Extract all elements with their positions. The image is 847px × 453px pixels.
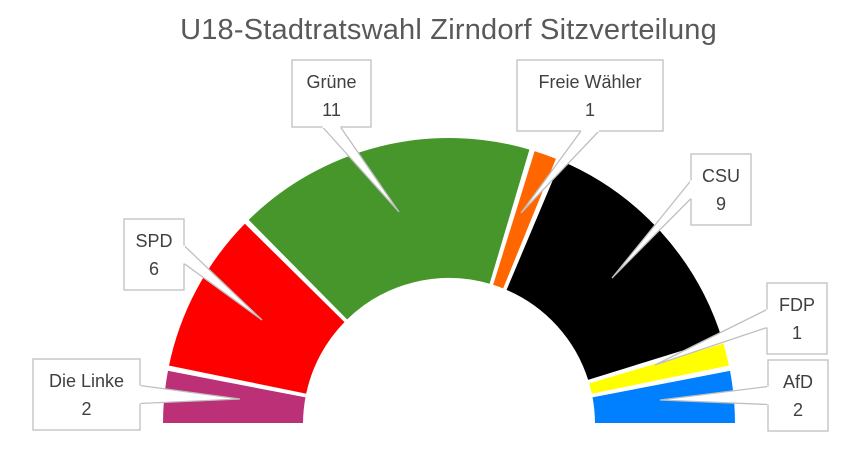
callout-freie-waehler: Freie Wähler 1 xyxy=(516,59,664,132)
callout-name: FDP xyxy=(779,295,815,315)
slice-fdp xyxy=(586,341,732,397)
chart-title: U18-Stadtratswahl Zirndorf Sitzverteilun… xyxy=(180,14,717,46)
callout-name: Grüne xyxy=(306,72,356,92)
leader-lines-group xyxy=(139,126,769,406)
callout-name: SPD xyxy=(135,231,172,251)
callout-value: 2 xyxy=(81,399,91,419)
callout-value: 1 xyxy=(792,323,802,343)
callout-die-linke: Die Linke 2 xyxy=(32,358,141,431)
callout-box xyxy=(516,59,664,132)
callout-box xyxy=(291,59,372,128)
callout-value: 9 xyxy=(716,194,726,214)
slices-group xyxy=(160,136,738,425)
callout-afd: AfD 2 xyxy=(767,359,829,432)
callout-gruene: Grüne 11 xyxy=(291,59,372,128)
callout-name: Freie Wähler xyxy=(538,72,641,92)
callout-value: 11 xyxy=(322,100,341,120)
callout-value: 1 xyxy=(585,100,595,120)
callout-box xyxy=(766,282,828,355)
callout-box xyxy=(32,358,141,431)
slice-die-linke xyxy=(160,368,308,425)
slice-afd xyxy=(590,368,738,425)
callout-name: Die Linke xyxy=(49,371,124,391)
callout-csu: CSU 9 xyxy=(690,153,752,226)
callout-value: 2 xyxy=(793,400,803,420)
callout-name: AfD xyxy=(783,372,813,392)
callout-labels-group: Die Linke 2 SPD 6 Grüne 11 Freie Wähler 1 CSU 9 FD… xyxy=(32,59,829,432)
callout-box xyxy=(123,218,185,291)
slice-spd xyxy=(166,220,348,397)
callout-name: CSU xyxy=(702,166,740,186)
callout-spd: SPD 6 xyxy=(123,218,185,291)
slice-gruene xyxy=(245,136,532,323)
callout-value: 6 xyxy=(149,259,159,279)
callout-fdp: FDP 1 xyxy=(766,282,828,355)
callout-box xyxy=(690,153,752,226)
callout-box xyxy=(767,359,829,432)
